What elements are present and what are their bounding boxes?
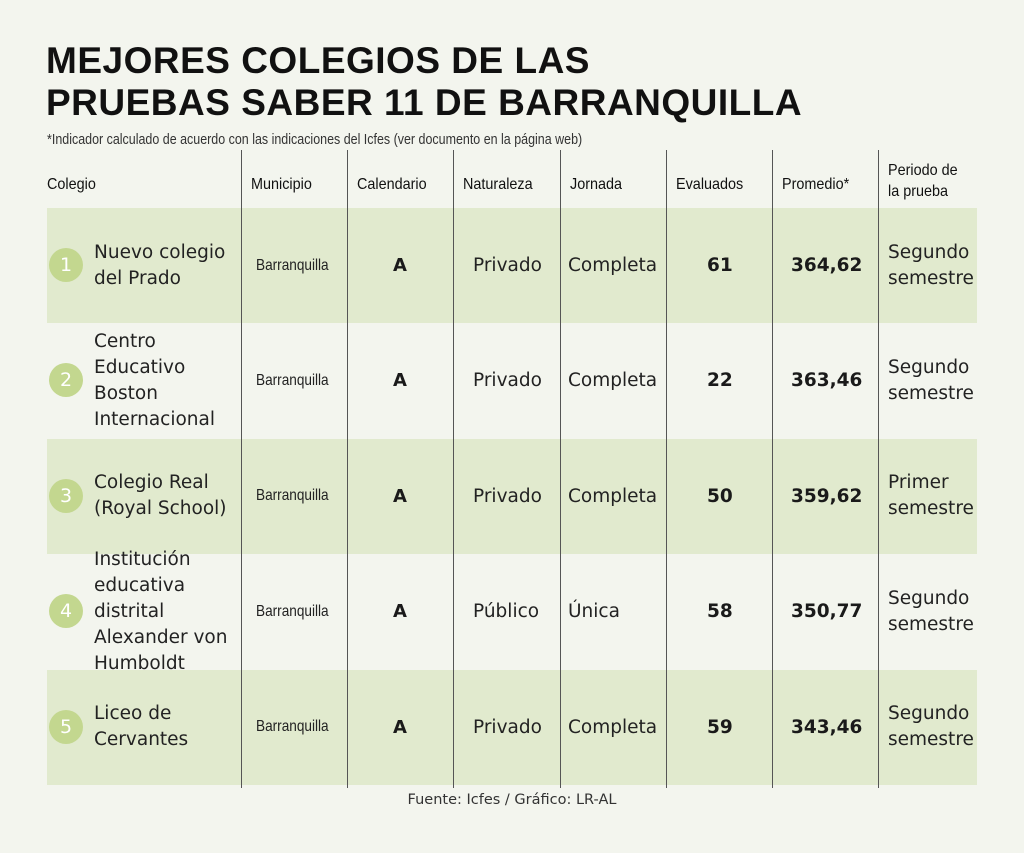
evaluados-cell: 22	[707, 370, 733, 392]
table-row: 2 Centro Educativo Boston Internacional Ba…	[47, 323, 977, 438]
column-divider	[666, 150, 667, 788]
naturaleza-cell: Privado	[473, 370, 542, 392]
jornada-cell: Completa	[568, 370, 658, 392]
municipio-cell: Barranquilla	[256, 256, 329, 274]
jornada-cell: Única	[568, 601, 620, 623]
calendario-cell: A	[393, 485, 407, 507]
evaluados-cell: 61	[707, 255, 733, 276]
table-row: 3 Colegio Real (Royal School) Barranquilla…	[47, 438, 977, 554]
municipio-cell: Barranquilla	[256, 602, 329, 620]
school-name: Liceo de Cervantes	[94, 703, 189, 751]
school-name: Centro Educativo Boston Internacional	[94, 330, 215, 430]
column-divider	[560, 150, 561, 788]
column-divider	[453, 150, 454, 788]
jornada-cell: Completa	[568, 255, 658, 276]
evaluados-cell: 59	[707, 716, 733, 738]
calendario-cell: A	[393, 601, 407, 623]
header-municipio: Municipio	[251, 175, 312, 193]
municipio-cell: Barranquilla	[256, 718, 329, 736]
jornada-cell: Completa	[568, 485, 658, 507]
column-divider	[241, 150, 242, 788]
title-line-2: PRUEBAS SABER 11 DE BARRANQUILLA	[46, 82, 803, 123]
naturaleza-cell: Privado	[473, 485, 542, 507]
header-calendario: Calendario	[357, 175, 427, 193]
naturaleza-cell: Privado	[473, 716, 542, 738]
header-colegio: Colegio	[47, 175, 96, 193]
periodo-cell: Primer semestre	[888, 472, 974, 520]
periodo-cell: Segundo semestre	[888, 587, 974, 635]
rank-badge: 1	[49, 248, 83, 282]
promedio-cell: 350,77	[791, 601, 863, 623]
municipio-cell: Barranquilla	[256, 487, 329, 505]
evaluados-cell: 50	[707, 485, 733, 507]
header-evaluados: Evaluados	[676, 175, 744, 193]
rank-badge: 3	[49, 478, 83, 513]
calendario-cell: A	[393, 255, 407, 276]
jornada-cell: Completa	[568, 716, 658, 738]
rank-badge: 2	[49, 363, 83, 398]
table-row: 1 Nuevo colegio del Prado Barranquilla A Pri…	[47, 208, 977, 323]
evaluados-cell: 58	[707, 601, 733, 623]
school-name: Colegio Real (Royal School)	[94, 472, 227, 520]
column-divider	[347, 150, 348, 788]
rank-badge: 5	[49, 709, 83, 744]
table-row: 5 Liceo de Cervantes Barranquilla A Privado C…	[47, 669, 977, 785]
column-divider	[772, 150, 773, 788]
periodo-cell: Segundo semestre	[888, 703, 974, 751]
header-periodo: Periodo de la prueba	[888, 162, 958, 200]
school-name: Institución educativa distrital Alexande…	[94, 548, 228, 674]
page-title: MEJORES COLEGIOS DE LAS PRUEBAS SABER 11…	[46, 40, 802, 124]
periodo-cell: Segundo semestre	[888, 356, 974, 404]
table-row: 4 Institución educativa distrital Alexand…	[47, 548, 977, 674]
periodo-cell: Segundo semestre	[888, 241, 974, 289]
promedio-cell: 359,62	[791, 485, 863, 507]
promedio-cell: 343,46	[791, 716, 863, 738]
calendario-cell: A	[393, 370, 407, 392]
footnote: *Indicador calculado de acuerdo con las …	[47, 132, 583, 148]
promedio-cell: 363,46	[791, 370, 863, 392]
header-naturaleza: Naturaleza	[463, 175, 533, 193]
promedio-cell: 364,62	[791, 255, 863, 276]
municipio-cell: Barranquilla	[256, 371, 329, 389]
calendario-cell: A	[393, 716, 407, 738]
header-jornada: Jornada	[570, 175, 623, 193]
rank-badge: 4	[49, 594, 83, 629]
source-credit: Fuente: Icfes / Gráfico: LR-AL	[407, 792, 617, 808]
school-name: Nuevo colegio del Prado	[94, 241, 226, 289]
naturaleza-cell: Público	[473, 601, 540, 623]
naturaleza-cell: Privado	[473, 255, 542, 276]
header-promedio: Promedio*	[782, 175, 850, 193]
title-line-1: MEJORES COLEGIOS DE LAS	[46, 40, 590, 81]
column-divider	[878, 150, 879, 788]
